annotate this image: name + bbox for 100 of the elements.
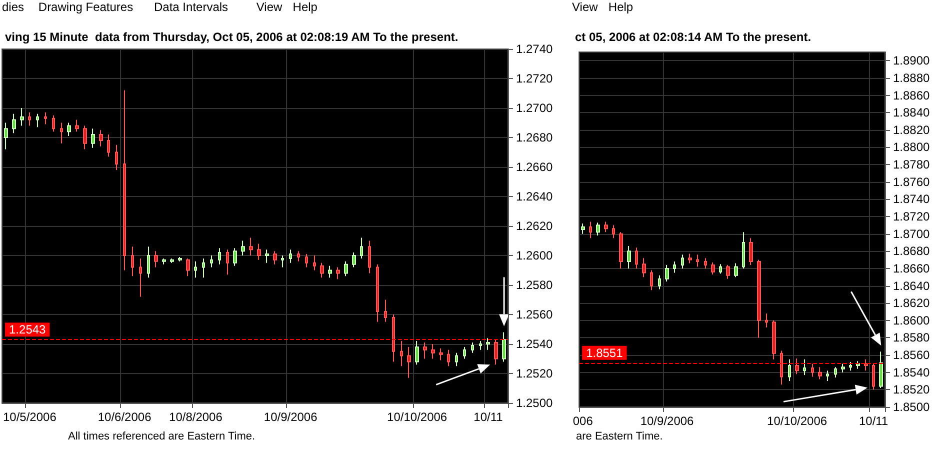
candlestick: [131, 246, 134, 277]
candlestick: [864, 358, 868, 372]
candlestick: [463, 346, 466, 360]
candlestick: [281, 255, 284, 268]
candlestick: [627, 245, 631, 269]
candlestick: [439, 348, 443, 361]
candlestick: [502, 332, 506, 362]
x-tick-label: 006: [572, 414, 594, 428]
candlestick: [673, 261, 676, 274]
candlestick: [178, 256, 182, 262]
x-tick-label: 10/11: [858, 414, 888, 428]
candlestick: [218, 248, 221, 265]
candlestick: [52, 114, 55, 132]
candlestick: [619, 232, 623, 269]
candlestick: [320, 262, 324, 278]
chart-title: ving 15 Minute data from Thursday, Oct 05, 2006 at 02:08:19 AM To the present.: [5, 30, 458, 44]
candlestick: [471, 342, 474, 354]
candlestick: [376, 264, 379, 322]
y-tick-label: 1.8540: [893, 365, 930, 380]
y-tick-label: 1.8580: [893, 330, 930, 345]
candlestick: [688, 253, 692, 264]
candlestick: [407, 346, 411, 378]
candlestick: [344, 260, 348, 277]
candlestick: [696, 254, 699, 268]
y-tick-label: 1.8740: [893, 192, 930, 206]
candlestick: [635, 247, 638, 269]
candlestick: [856, 360, 860, 370]
text: View: [572, 0, 598, 14]
y-tick-label: 1.2540: [516, 337, 554, 351]
candlestick: [67, 122, 71, 137]
candlestick: [305, 254, 308, 268]
candlestick: [186, 258, 190, 277]
candlestick: [313, 255, 316, 271]
candlestick: [704, 258, 707, 269]
x-tick-label: 10/10/2006: [387, 410, 448, 424]
candlestick: [765, 312, 768, 328]
candlestick: [650, 270, 653, 291]
y-tick-label: 1.2580: [516, 278, 554, 292]
candlestick: [658, 274, 661, 290]
y-tick-label: 1.8660: [893, 261, 930, 276]
candlestick: [400, 340, 403, 367]
candlestick: [392, 314, 395, 362]
x-tick-label: 10/5/2006: [2, 410, 57, 424]
x-tick-label: 10/11: [474, 410, 504, 424]
candlestick: [241, 240, 245, 256]
candlestick: [811, 363, 814, 378]
y-tick-label: 1.8900: [893, 54, 930, 68]
text: View: [256, 0, 283, 14]
candlestick: [455, 352, 458, 367]
candlestick: [431, 344, 435, 360]
y-tick-label: 1.8500: [893, 400, 930, 414]
candlestick: [75, 119, 79, 132]
candlestick: [742, 232, 745, 269]
candlestick: [12, 113, 16, 134]
candlestick: [249, 237, 253, 256]
candlestick: [328, 265, 332, 278]
y-tick-label: 1.8560: [893, 348, 930, 362]
candlestick: [297, 250, 300, 262]
candlestick: [44, 112, 47, 125]
candlestick: [849, 361, 852, 372]
candlestick: [604, 221, 608, 233]
text: are Eastern Time.: [576, 430, 663, 442]
ref-line-label: 1.8551: [586, 346, 624, 360]
y-tick-label: 1.2700: [516, 101, 554, 115]
candlestick: [336, 266, 340, 280]
candlestick: [170, 258, 174, 264]
y-tick-label: 1.8780: [893, 158, 930, 172]
candlestick: [479, 340, 482, 350]
candlestick: [642, 258, 646, 278]
candlestick: [91, 128, 95, 148]
text: dies: [2, 0, 24, 14]
candlestick: [681, 254, 684, 269]
candlestick: [826, 370, 829, 382]
candlestick: [486, 338, 490, 350]
x-tick-label: 10/8/2006: [169, 410, 223, 424]
text: All times referenced are Eastern Time.: [68, 430, 256, 442]
candlestick: [757, 259, 761, 338]
y-tick-label: 1.2740: [516, 42, 554, 56]
chart-title: ct 05, 2006 at 02:08:14 AM To the present.: [575, 30, 812, 44]
y-tick-label: 1.2520: [516, 366, 554, 380]
candlestick: [257, 243, 261, 260]
candlestick: [36, 113, 39, 128]
x-tick-label: 10/10/2006: [767, 414, 828, 428]
text: Data Intervals: [154, 0, 228, 14]
candlestick: [107, 134, 110, 158]
candlestick: [879, 351, 883, 388]
y-tick-label: 1.8700: [893, 226, 930, 241]
y-tick-label: 1.8600: [893, 313, 930, 328]
text: Drawing Features: [38, 0, 134, 14]
candlestick: [28, 112, 31, 126]
candlestick: [233, 248, 237, 266]
candlestick: [99, 130, 103, 147]
candlestick: [162, 258, 166, 265]
candlestick: [447, 349, 450, 367]
y-tick-label: 1.8880: [893, 70, 930, 85]
candlestick: [60, 122, 63, 144]
candlestick: [788, 358, 791, 382]
candlestick: [147, 246, 150, 278]
candlestick: [415, 340, 419, 366]
candlestick: [123, 90, 126, 271]
